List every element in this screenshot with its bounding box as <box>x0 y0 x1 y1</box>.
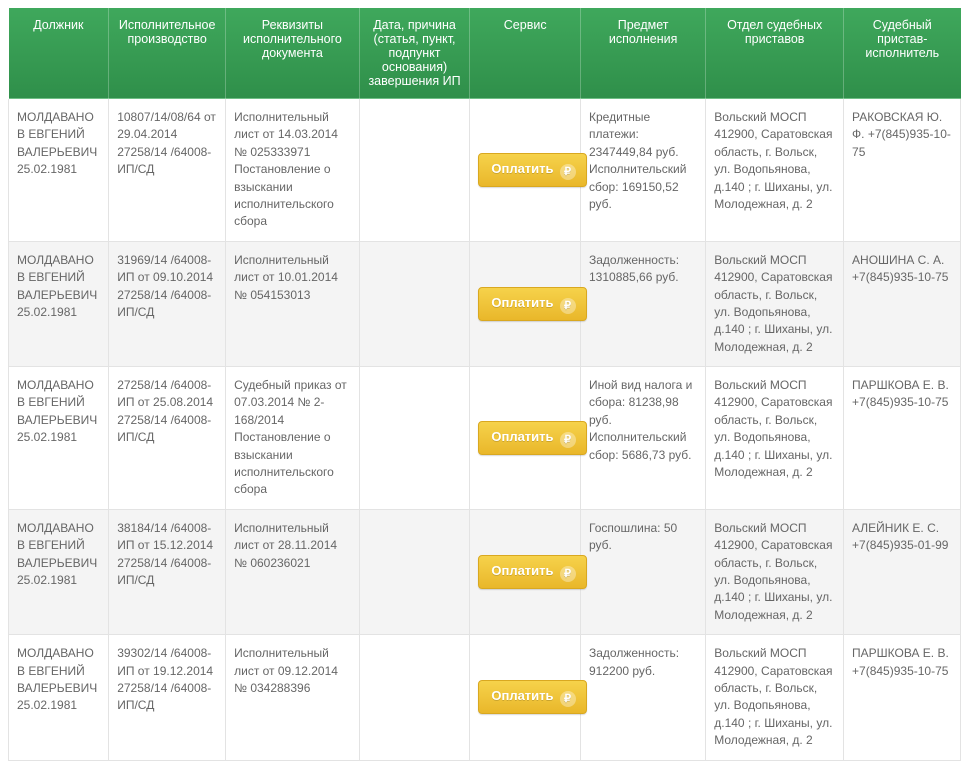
cell-debtor: МОЛДАВАНОВ ЕВГЕНИЙ ВАЛЕРЬЕВИЧ 25.02.1981 <box>9 367 109 510</box>
pay-button-label: Оплатить <box>491 429 553 444</box>
table-row: МОЛДАВАНОВ ЕВГЕНИЙ ВАЛЕРЬЕВИЧ 25.02.1981… <box>9 367 961 510</box>
col-header-doc: Реквизиты исполнительного документа <box>226 8 360 99</box>
cell-subject: Задолженность: 1310885,66 руб. <box>581 241 706 366</box>
cell-proceeding: 10807/14/08/64 от 29.04.2014 27258/14 /6… <box>109 99 226 242</box>
cell-reason <box>359 509 470 634</box>
cell-doc: Судебный приказ от 07.03.2014 № 2-168/20… <box>226 367 360 510</box>
pay-button[interactable]: Оплатить ₽ <box>478 153 586 187</box>
cell-subject: Задолженность: 912200 руб. <box>581 635 706 760</box>
col-header-debtor: Должник <box>9 8 109 99</box>
cell-officer: АЛЕЙНИК Е. С. +7(845)935-01-99 <box>844 509 961 634</box>
cell-subject: Кредитные платежи: 2347449,84 руб. Испол… <box>581 99 706 242</box>
ruble-icon: ₽ <box>560 164 576 180</box>
cell-proceeding: 27258/14 /64008-ИП от 25.08.2014 27258/1… <box>109 367 226 510</box>
cell-reason <box>359 635 470 760</box>
cell-service: Оплатить ₽ <box>470 635 581 760</box>
pay-button[interactable]: Оплатить ₽ <box>478 555 586 589</box>
col-header-officer: Судебный пристав-исполнитель <box>844 8 961 99</box>
cell-debtor: МОЛДАВАНОВ ЕВГЕНИЙ ВАЛЕРЬЕВИЧ 25.02.1981 <box>9 635 109 760</box>
cell-doc: Исполнительный лист от 10.01.2014 № 0541… <box>226 241 360 366</box>
col-header-subject: Предмет исполнения <box>581 8 706 99</box>
cell-reason <box>359 99 470 242</box>
cell-doc: Исполнительный лист от 28.11.2014 № 0602… <box>226 509 360 634</box>
cell-dept: Вольский МОСП 412900, Саратовская област… <box>706 635 844 760</box>
cell-doc: Исполнительный лист от 09.12.2014 № 0342… <box>226 635 360 760</box>
cell-debtor: МОЛДАВАНОВ ЕВГЕНИЙ ВАЛЕРЬЕВИЧ 25.02.1981 <box>9 241 109 366</box>
cell-service: Оплатить ₽ <box>470 509 581 634</box>
pay-button[interactable]: Оплатить ₽ <box>478 287 586 321</box>
cell-officer: ПАРШКОВА Е. В. +7(845)935-10-75 <box>844 635 961 760</box>
cell-officer: РАКОВСКАЯ Ю. Ф. +7(845)935-10-75 <box>844 99 961 242</box>
cell-dept: Вольский МОСП 412900, Саратовская област… <box>706 241 844 366</box>
table-row: МОЛДАВАНОВ ЕВГЕНИЙ ВАЛЕРЬЕВИЧ 25.02.1981… <box>9 241 961 366</box>
col-header-dept: Отдел судебных приставов <box>706 8 844 99</box>
ruble-icon: ₽ <box>560 566 576 582</box>
cell-reason <box>359 241 470 366</box>
cell-service: Оплатить ₽ <box>470 241 581 366</box>
table-row: МОЛДАВАНОВ ЕВГЕНИЙ ВАЛЕРЬЕВИЧ 25.02.1981… <box>9 635 961 760</box>
cell-proceeding: 39302/14 /64008-ИП от 19.12.2014 27258/1… <box>109 635 226 760</box>
table-row: МОЛДАВАНОВ ЕВГЕНИЙ ВАЛЕРЬЕВИЧ 25.02.1981… <box>9 99 961 242</box>
cell-dept: Вольский МОСП 412900, Саратовская област… <box>706 367 844 510</box>
table-header: Должник Исполнительное производство Рекв… <box>9 8 961 99</box>
ruble-icon: ₽ <box>560 432 576 448</box>
cell-service: Оплатить ₽ <box>470 367 581 510</box>
ruble-icon: ₽ <box>560 298 576 314</box>
pay-button-label: Оплатить <box>491 563 553 578</box>
bailiff-table: Должник Исполнительное производство Рекв… <box>8 8 961 761</box>
pay-button-label: Оплатить <box>491 161 553 176</box>
pay-button-label: Оплатить <box>491 295 553 310</box>
cell-subject: Иной вид налога и сбора: 81238,98 руб. И… <box>581 367 706 510</box>
pay-button[interactable]: Оплатить ₽ <box>478 421 586 455</box>
cell-debtor: МОЛДАВАНОВ ЕВГЕНИЙ ВАЛЕРЬЕВИЧ 25.02.1981 <box>9 99 109 242</box>
ruble-icon: ₽ <box>560 691 576 707</box>
col-header-proceeding: Исполнительное производство <box>109 8 226 99</box>
table-row: МОЛДАВАНОВ ЕВГЕНИЙ ВАЛЕРЬЕВИЧ 25.02.1981… <box>9 509 961 634</box>
col-header-reason: Дата, причина (статья, пункт, подпункт о… <box>359 8 470 99</box>
cell-debtor: МОЛДАВАНОВ ЕВГЕНИЙ ВАЛЕРЬЕВИЧ 25.02.1981 <box>9 509 109 634</box>
cell-proceeding: 31969/14 /64008-ИП от 09.10.2014 27258/1… <box>109 241 226 366</box>
cell-reason <box>359 367 470 510</box>
cell-dept: Вольский МОСП 412900, Саратовская област… <box>706 99 844 242</box>
col-header-service: Сервис <box>470 8 581 99</box>
table-body: МОЛДАВАНОВ ЕВГЕНИЙ ВАЛЕРЬЕВИЧ 25.02.1981… <box>9 99 961 761</box>
cell-officer: ПАРШКОВА Е. В. +7(845)935-10-75 <box>844 367 961 510</box>
cell-service: Оплатить ₽ <box>470 99 581 242</box>
pay-button[interactable]: Оплатить ₽ <box>478 680 586 714</box>
pay-button-label: Оплатить <box>491 688 553 703</box>
cell-proceeding: 38184/14 /64008-ИП от 15.12.2014 27258/1… <box>109 509 226 634</box>
cell-officer: АНОШИНА С. А. +7(845)935-10-75 <box>844 241 961 366</box>
cell-dept: Вольский МОСП 412900, Саратовская област… <box>706 509 844 634</box>
cell-doc: Исполнительный лист от 14.03.2014 № 0253… <box>226 99 360 242</box>
cell-subject: Госпошлина: 50 руб. <box>581 509 706 634</box>
